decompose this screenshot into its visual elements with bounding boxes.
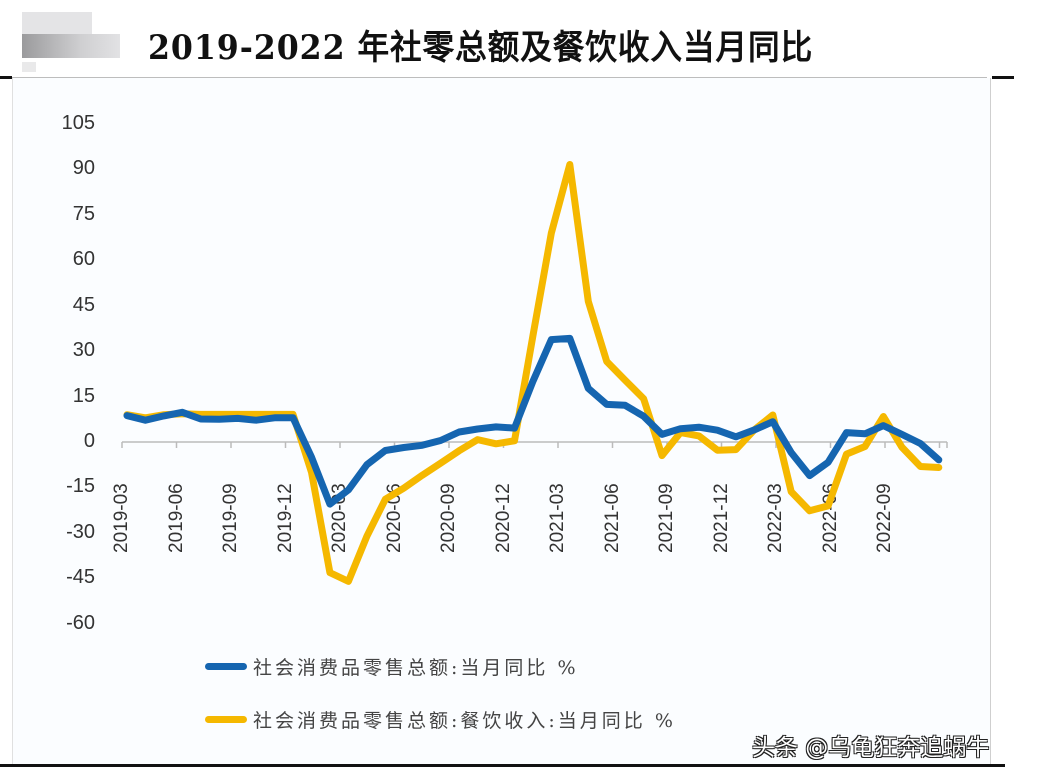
legend-item-catering: 社会消费品零售总额:餐饮收入:当月同比 % xyxy=(205,706,676,733)
catering-series-line xyxy=(123,161,943,585)
y-tick-label: 75 xyxy=(72,202,95,225)
y-tick-label: 60 xyxy=(72,248,95,271)
y-tick-label: -15 xyxy=(66,475,95,498)
top-rule xyxy=(12,77,987,78)
retail-series-line xyxy=(123,334,943,508)
blurred-logo xyxy=(22,12,120,72)
top-left-mark xyxy=(0,76,12,79)
top-right-mark xyxy=(992,76,1014,79)
y-tick-label: 45 xyxy=(72,293,95,316)
legend-item-retail: 社会消费品零售总额:当月同比 % xyxy=(205,653,579,680)
y-tick-label: -30 xyxy=(66,520,95,543)
y-tick-label: -45 xyxy=(66,566,95,589)
y-tick-label: -60 xyxy=(66,611,95,634)
chart-title: 2019-2022 年社零总额及餐饮收入当月同比 xyxy=(148,28,814,68)
legend-label: 社会消费品零售总额:当月同比 % xyxy=(253,657,579,679)
y-tick-label: 90 xyxy=(72,157,95,180)
frame-left xyxy=(12,78,13,765)
y-tick-label: 15 xyxy=(72,384,95,407)
y-tick-label: 0 xyxy=(83,430,95,452)
watermark: 头条 @乌龟狂奔追蜗牛 xyxy=(752,735,990,761)
y-tick-label: 105 xyxy=(61,111,95,134)
legend-swatch-yellow xyxy=(205,716,247,723)
y-tick-label: 30 xyxy=(72,339,95,362)
legend-swatch-blue xyxy=(205,663,247,670)
x-axis-line xyxy=(121,441,948,448)
frame-right xyxy=(990,78,991,765)
bottom-rule xyxy=(0,764,1005,767)
plot-background xyxy=(13,78,990,765)
legend-label: 社会消费品零售总额:餐饮收入:当月同比 % xyxy=(253,710,676,732)
